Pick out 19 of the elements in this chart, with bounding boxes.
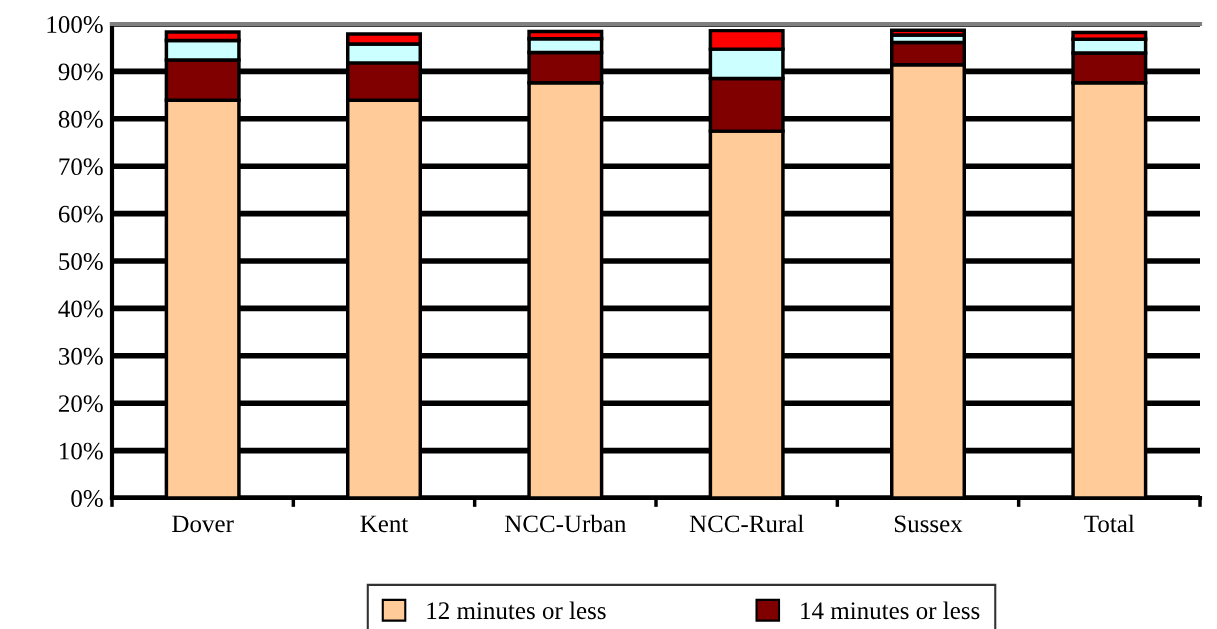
legend-label: 12 minutes or less (427, 601, 606, 620)
x-tick-label: Dover (172, 515, 234, 533)
y-tick-label: 70% (59, 158, 103, 176)
y-tick-label: 60% (58, 205, 103, 223)
y-tick-label: 80% (58, 110, 103, 128)
x-tick-label: Sussex (894, 515, 963, 533)
x-tick-label: NCC-Rural (689, 514, 804, 533)
y-tick-label: 40% (58, 300, 103, 318)
y-tick-label: 90% (58, 63, 103, 81)
y-tick-label: 50% (59, 253, 103, 270)
y-tick-label: 100% (47, 16, 103, 33)
x-tick-label: Kent (360, 515, 409, 533)
y-tick-label: 10% (60, 442, 103, 460)
x-tick-label: NCC-Urban (504, 514, 627, 533)
x-tick-label: Total (1084, 514, 1135, 533)
y-tick-label: 0% (71, 490, 103, 507)
y-tick-label: 30% (59, 347, 103, 365)
y-tick-label: 20% (58, 395, 103, 413)
legend-label: 14 minutes or less (801, 601, 980, 620)
